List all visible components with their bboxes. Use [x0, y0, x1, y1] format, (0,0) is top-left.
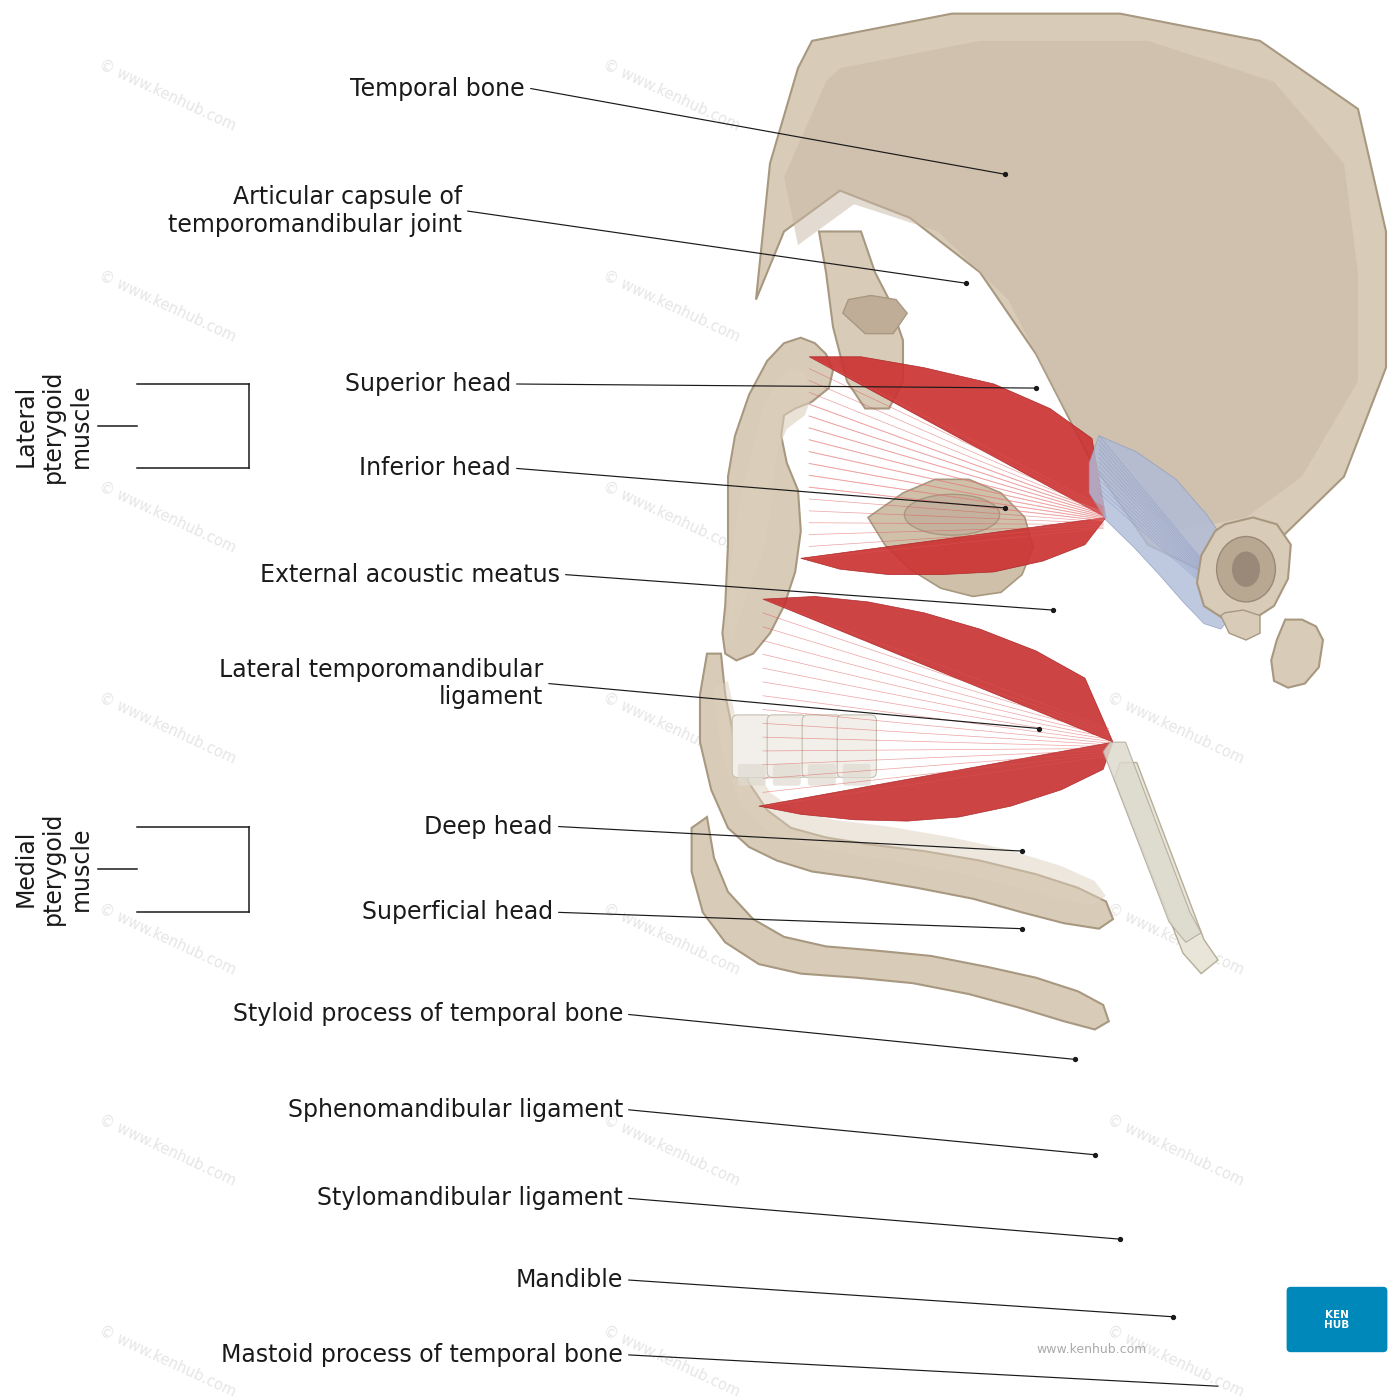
Polygon shape [784, 41, 1358, 531]
Text: © www.kenhub.com: © www.kenhub.com [1106, 1323, 1246, 1400]
Polygon shape [1103, 742, 1201, 942]
FancyBboxPatch shape [802, 715, 841, 777]
Text: © www.kenhub.com: © www.kenhub.com [602, 269, 742, 344]
Ellipse shape [904, 494, 1000, 535]
Text: © www.kenhub.com: © www.kenhub.com [98, 902, 238, 977]
Text: © www.kenhub.com: © www.kenhub.com [602, 902, 742, 977]
Polygon shape [692, 818, 1109, 1029]
Text: © www.kenhub.com: © www.kenhub.com [602, 1323, 742, 1400]
Polygon shape [1221, 610, 1260, 640]
Text: © www.kenhub.com: © www.kenhub.com [98, 690, 238, 767]
FancyBboxPatch shape [808, 764, 836, 785]
FancyBboxPatch shape [732, 715, 771, 777]
Text: © www.kenhub.com: © www.kenhub.com [602, 479, 742, 556]
Text: Articular capsule of
temporomandibular joint: Articular capsule of temporomandibular j… [168, 185, 462, 237]
Text: © www.kenhub.com: © www.kenhub.com [98, 1323, 238, 1400]
Text: Sphenomandibular ligament: Sphenomandibular ligament [287, 1098, 623, 1121]
Text: www.kenhub.com: www.kenhub.com [1037, 1343, 1147, 1357]
Polygon shape [759, 596, 1113, 822]
Text: © www.kenhub.com: © www.kenhub.com [1106, 902, 1246, 977]
Text: © www.kenhub.com: © www.kenhub.com [98, 479, 238, 556]
FancyBboxPatch shape [837, 715, 876, 777]
Text: © www.kenhub.com: © www.kenhub.com [1106, 479, 1246, 556]
Text: © www.kenhub.com: © www.kenhub.com [98, 269, 238, 344]
Text: © www.kenhub.com: © www.kenhub.com [98, 1113, 238, 1189]
FancyBboxPatch shape [738, 764, 766, 785]
Text: © www.kenhub.com: © www.kenhub.com [602, 1113, 742, 1189]
Text: © www.kenhub.com: © www.kenhub.com [98, 57, 238, 133]
FancyBboxPatch shape [767, 715, 806, 777]
Polygon shape [801, 357, 1106, 574]
Polygon shape [722, 337, 833, 661]
Text: Medial
pterygoid
muscle: Medial pterygoid muscle [14, 812, 92, 925]
Text: Temporal bone: Temporal bone [350, 77, 525, 101]
Text: Stylomandibular ligament: Stylomandibular ligament [318, 1186, 623, 1211]
FancyBboxPatch shape [1287, 1287, 1387, 1352]
Text: Styloid process of temporal bone: Styloid process of temporal bone [232, 1002, 623, 1026]
Polygon shape [1089, 435, 1239, 629]
Text: Lateral temporomandibular
ligament: Lateral temporomandibular ligament [218, 658, 543, 710]
Polygon shape [700, 654, 1113, 928]
Polygon shape [868, 479, 1033, 596]
FancyBboxPatch shape [773, 764, 801, 785]
Text: © www.kenhub.com: © www.kenhub.com [602, 57, 742, 133]
Text: © www.kenhub.com: © www.kenhub.com [1106, 1113, 1246, 1189]
Text: © www.kenhub.com: © www.kenhub.com [602, 690, 742, 767]
Polygon shape [728, 368, 812, 643]
Polygon shape [819, 231, 903, 409]
Ellipse shape [1217, 536, 1275, 602]
Ellipse shape [1232, 552, 1260, 587]
Text: Deep head: Deep head [424, 815, 553, 839]
Text: Lateral
pterygoid
muscle: Lateral pterygoid muscle [14, 370, 92, 483]
Text: © www.kenhub.com: © www.kenhub.com [1106, 57, 1246, 133]
Text: Superficial head: Superficial head [361, 900, 553, 924]
Polygon shape [1197, 518, 1291, 620]
Text: KEN
HUB: KEN HUB [1324, 1309, 1350, 1330]
Polygon shape [714, 680, 1106, 906]
Polygon shape [843, 295, 907, 333]
Text: Superior head: Superior head [344, 372, 511, 396]
Polygon shape [1114, 763, 1218, 973]
Text: © www.kenhub.com: © www.kenhub.com [1106, 269, 1246, 344]
Text: Mastoid process of temporal bone: Mastoid process of temporal bone [221, 1343, 623, 1366]
Text: External acoustic meatus: External acoustic meatus [260, 563, 560, 587]
Text: Mandible: Mandible [515, 1268, 623, 1292]
Text: © www.kenhub.com: © www.kenhub.com [1106, 690, 1246, 767]
FancyBboxPatch shape [843, 764, 871, 785]
Polygon shape [1271, 620, 1323, 687]
Polygon shape [756, 14, 1386, 573]
Text: Inferior head: Inferior head [360, 456, 511, 480]
